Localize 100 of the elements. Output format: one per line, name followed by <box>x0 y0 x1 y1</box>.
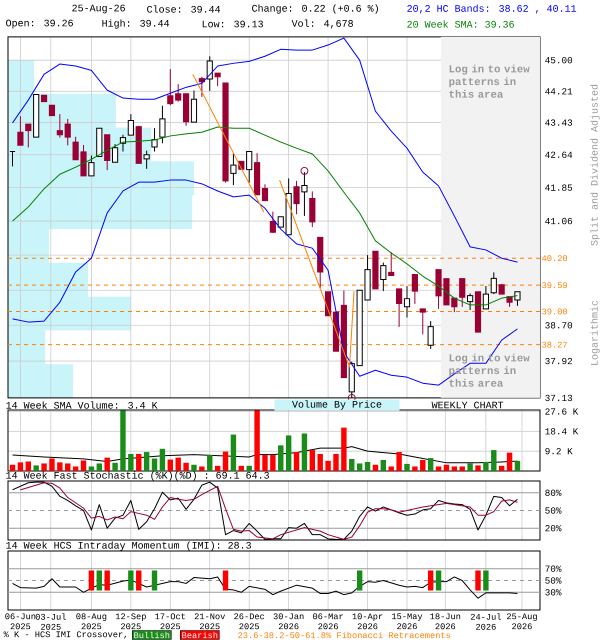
bar <box>349 458 354 471</box>
candlestick <box>246 151 252 184</box>
text: Low: 39.13 <box>202 20 263 28</box>
text: 20 Week SMA: 39.36 <box>407 20 514 28</box>
y-tick-label: 50% <box>545 577 562 584</box>
x-tick-label: 17-Oct 2025 <box>155 613 186 630</box>
y-tick-label: 43.43 <box>545 119 572 126</box>
x-tick-label: 15-May 2026 <box>392 613 422 630</box>
bar <box>214 466 220 471</box>
text: Close: 39.44 <box>147 5 220 13</box>
y-tick-label: 70% <box>545 566 562 572</box>
candlestick <box>190 90 198 123</box>
candlestick <box>206 56 213 92</box>
text: Volume By Price <box>292 400 382 410</box>
bar <box>238 466 244 471</box>
x-tick-label: 08-Aug 2025 <box>76 613 106 630</box>
x-tick-label: 06-Jun 2025 <box>5 613 36 630</box>
candlestick <box>467 292 474 310</box>
bar <box>80 460 86 471</box>
y-tick-label: 42.64 <box>545 152 572 158</box>
bar <box>96 463 102 471</box>
bar <box>460 466 465 471</box>
bar <box>168 460 174 471</box>
bar <box>310 450 316 471</box>
x-tick-label: 12-Sep 2025 <box>116 613 146 630</box>
candlestick <box>198 76 205 98</box>
bar <box>506 452 512 471</box>
candlestick <box>48 104 56 116</box>
bar <box>104 458 110 471</box>
bar <box>33 465 39 471</box>
candlestick <box>388 252 394 276</box>
y-tick-label: 9.2 K <box>545 448 573 454</box>
x-tick-label: 06-Mar 2026 <box>313 613 343 630</box>
y-tick-label: 41.06 <box>545 218 572 224</box>
text: WEEKLY CHART <box>432 402 504 408</box>
bar <box>388 466 394 471</box>
candlestick <box>88 155 94 176</box>
bar <box>160 448 166 471</box>
bar <box>444 464 450 471</box>
bar <box>144 452 150 471</box>
candlestick <box>25 124 32 148</box>
bar <box>175 458 181 471</box>
bar <box>294 452 300 471</box>
bar <box>49 458 55 471</box>
bar <box>18 462 24 471</box>
bar <box>254 410 260 471</box>
x-tick-label: 03-Jul 2025 <box>36 613 66 630</box>
bar <box>514 460 520 471</box>
candlestick <box>17 116 24 146</box>
y-tick-label: 37.13 <box>545 394 572 402</box>
bar <box>222 452 228 471</box>
bar <box>230 434 236 471</box>
text: % K - HCS IMI Crossover, <box>4 631 126 639</box>
bar <box>10 464 16 471</box>
y-tick-label: 20% <box>545 525 562 532</box>
bar <box>191 464 197 471</box>
bar <box>436 466 442 471</box>
candlestick <box>293 180 300 215</box>
candlestick <box>230 152 237 186</box>
y-tick-label: 45.00 <box>545 57 572 64</box>
bar <box>72 466 78 471</box>
ref-line-label: 39.59 <box>542 282 567 288</box>
candlestick <box>262 184 268 202</box>
chart-title: 25-Aug-26 <box>72 4 125 14</box>
bar <box>452 466 458 471</box>
candlestick <box>396 288 402 328</box>
x-tick-label: 10-Apr 2026 <box>352 613 382 630</box>
bar <box>302 433 308 471</box>
y-axis-title: Split and Dividend Adjusted <box>590 84 600 246</box>
candlestick <box>72 136 79 160</box>
chart-title: 14 Week SMA Volume: 3.4 K <box>6 401 158 409</box>
bar <box>356 463 362 471</box>
text: Vol: 4,678 <box>292 20 353 29</box>
bar <box>128 454 134 471</box>
text: 23.6-38.2-50-61.8% Fibonacci Retracements <box>238 632 450 638</box>
candlestick <box>380 262 386 292</box>
y-tick-label: 80% <box>545 490 562 496</box>
candlestick <box>144 150 150 170</box>
ref-line-label: 40.20 <box>542 255 568 262</box>
chart-title: 14 Week Fast Stochastic (%K)(%D) : 69.1 64.3 <box>6 471 269 481</box>
text: Change: 0.22 (+0.6 %) <box>252 4 378 14</box>
x-tick-label: 26-Dec 2025 <box>234 613 264 630</box>
bar <box>152 458 158 471</box>
bar <box>65 463 70 471</box>
bar <box>286 435 292 471</box>
candlestick <box>412 274 418 304</box>
text: Bullish <box>134 632 170 638</box>
bar <box>341 428 347 471</box>
y-tick-label: 41.85 <box>545 184 572 191</box>
y-tick-label: 18.4 K <box>545 428 578 434</box>
bar <box>333 454 339 471</box>
bar <box>41 463 47 471</box>
bar <box>483 462 489 471</box>
bar <box>428 458 434 471</box>
y-tick-label: 44.21 <box>545 88 572 94</box>
text: 20,2 HC Bands: 38.62 , 40.11 <box>407 4 576 14</box>
bar <box>262 455 268 471</box>
candlestick <box>309 190 316 228</box>
candlestick <box>112 144 118 163</box>
y-tick-label: 50% <box>545 507 562 514</box>
